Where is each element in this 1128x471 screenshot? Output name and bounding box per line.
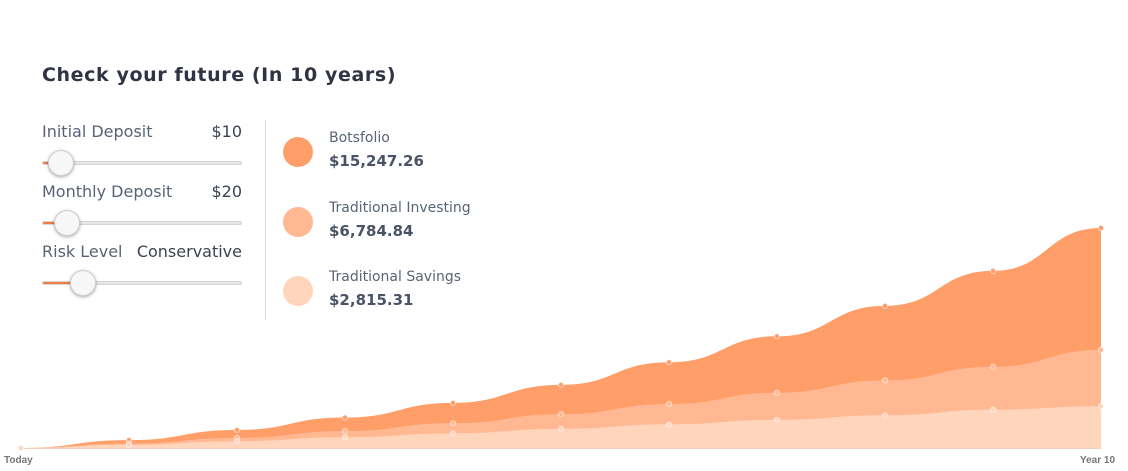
point-traditional-investing (881, 377, 889, 384)
point-botsfolio (341, 414, 349, 421)
legend-item-traditional-savings: Traditional Savings $2,815.31 (283, 269, 543, 315)
risk-level-slider-fill (43, 282, 71, 284)
x-axis-end-label: Year 10 (1080, 455, 1116, 466)
initial-deposit-slider-fill (43, 162, 49, 164)
legend-name-traditional-investing: Traditional Investing (329, 200, 471, 216)
initial-deposit-label: Initial Deposit (42, 122, 153, 141)
point-traditional-investing (341, 427, 349, 435)
initial-deposit-value: $10 (211, 122, 242, 141)
legend-dot-traditional-savings (283, 276, 313, 306)
area-traditional-savings (21, 406, 1101, 448)
point-traditional-savings (341, 434, 349, 441)
risk-level-control: Risk Level Conservative (42, 242, 242, 296)
x-axis-start-label: Today (4, 455, 33, 466)
point-traditional-savings (989, 406, 997, 413)
point-traditional-savings (449, 430, 457, 437)
risk-level-slider-track[interactable] (42, 281, 242, 285)
monthly-deposit-slider-fill (43, 222, 55, 224)
point-traditional-investing (557, 411, 565, 418)
page-title: Check your future (In 10 years) (42, 64, 397, 86)
point-botsfolio (989, 267, 997, 274)
point-botsfolio (665, 359, 673, 366)
point-traditional-investing (1097, 346, 1105, 353)
point-traditional-investing (773, 389, 781, 396)
legend-amount-botsfolio: $15,247.26 (329, 152, 424, 170)
point-botsfolio (881, 302, 889, 309)
legend-amount-traditional-investing: $6,784.84 (329, 222, 414, 240)
monthly-deposit-label: Monthly Deposit (42, 182, 173, 201)
monthly-deposit-value: $20 (211, 182, 242, 201)
legend-name-traditional-savings: Traditional Savings (329, 269, 462, 285)
legend-dot-traditional-investing (283, 207, 313, 237)
legend-name-botsfolio: Botsfolio (329, 130, 390, 146)
point-traditional-savings (665, 421, 673, 428)
point-traditional-savings (773, 416, 781, 423)
point-traditional-savings (1097, 403, 1105, 410)
point-botsfolio (233, 426, 241, 434)
legend-item-botsfolio: Botsfolio $15,247.26 (283, 130, 543, 176)
point-traditional-savings (17, 444, 25, 452)
point-botsfolio (557, 381, 565, 388)
risk-level-value: Conservative (136, 242, 242, 261)
point-traditional-savings (557, 425, 565, 432)
initial-deposit-slider-track[interactable] (42, 161, 242, 165)
point-traditional-investing (989, 363, 997, 370)
risk-level-label: Risk Level (42, 242, 123, 261)
point-botsfolio (1097, 224, 1105, 232)
point-botsfolio (449, 399, 457, 406)
legend-item-traditional-investing: Traditional Investing $6,784.84 (283, 200, 543, 246)
monthly-deposit-slider-track[interactable] (42, 221, 242, 225)
point-traditional-investing (665, 400, 673, 408)
legend-amount-traditional-savings: $2,815.31 (329, 291, 414, 309)
point-traditional-savings (125, 441, 133, 448)
point-botsfolio (773, 333, 781, 340)
point-traditional-savings (233, 438, 241, 445)
divider (265, 120, 266, 320)
initial-deposit-slider-thumb[interactable] (48, 150, 74, 176)
monthly-deposit-control: Monthly Deposit $20 (42, 182, 242, 236)
monthly-deposit-slider-thumb[interactable] (54, 210, 80, 236)
point-traditional-investing (449, 420, 457, 427)
risk-level-slider-thumb[interactable] (70, 270, 96, 296)
legend-dot-botsfolio (283, 137, 313, 167)
point-traditional-savings (881, 412, 889, 419)
initial-deposit-control: Initial Deposit $10 (42, 122, 242, 176)
